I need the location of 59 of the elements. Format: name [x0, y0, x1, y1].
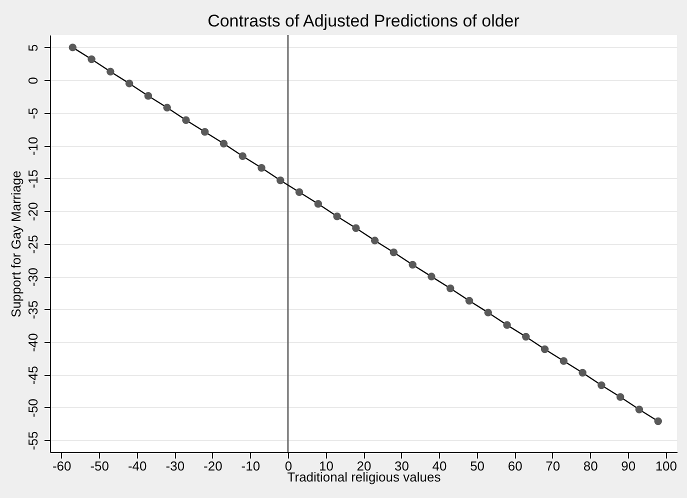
y-tick-label: -55 — [26, 431, 40, 450]
y-axis-title: Support for Gay Marriage — [8, 170, 24, 318]
point — [220, 140, 228, 148]
point — [484, 308, 492, 316]
y-tick-label: -45 — [26, 366, 40, 385]
point — [238, 152, 247, 160]
point — [68, 44, 77, 52]
x-tick-label: -40 — [128, 458, 147, 474]
x-tick-label: 60 — [508, 458, 522, 474]
point — [88, 55, 96, 64]
x-tick-label: -30 — [166, 458, 185, 474]
y-tick-label: 0 — [26, 77, 40, 84]
point — [295, 188, 304, 196]
point — [200, 128, 209, 136]
x-tick-label: 70 — [546, 458, 560, 474]
point — [390, 248, 398, 256]
y-tick-label: -20 — [26, 202, 40, 221]
y-tick-label: -35 — [26, 300, 40, 320]
y-tick-label: -15 — [26, 169, 40, 188]
point — [182, 116, 190, 124]
point — [428, 272, 436, 280]
point — [370, 236, 379, 244]
x-tick-label: 100 — [655, 458, 678, 474]
y-tick-label: -25 — [26, 234, 40, 254]
point — [560, 357, 568, 365]
point — [598, 381, 606, 390]
point — [163, 104, 171, 112]
point — [258, 164, 266, 172]
x-tick-label: 50 — [470, 458, 485, 474]
point — [503, 321, 511, 329]
x-tick-label: -10 — [241, 458, 260, 474]
x-tick-label: -20 — [204, 458, 222, 474]
x-tick-label: 90 — [621, 458, 636, 474]
point — [635, 406, 644, 414]
point — [125, 80, 134, 88]
point — [106, 68, 114, 76]
point — [144, 92, 152, 100]
y-tick-label: -5 — [26, 108, 40, 120]
x-tick-label: 80 — [583, 458, 598, 474]
point — [446, 284, 454, 292]
point — [522, 332, 530, 341]
point — [314, 200, 322, 208]
y-tick-label: 5 — [26, 44, 40, 52]
point — [352, 224, 360, 232]
point — [578, 368, 586, 377]
point — [540, 345, 549, 354]
chart-title: Contrasts of Adjusted Predictions of older — [208, 11, 520, 30]
point — [408, 260, 416, 269]
y-tick-label: -30 — [26, 268, 40, 286]
point — [276, 176, 284, 184]
x-tick-label: -50 — [90, 458, 109, 474]
point — [465, 296, 474, 305]
y-tick-label: -10 — [26, 136, 40, 156]
x-tick-label: -60 — [52, 458, 72, 474]
y-tick-label: -40 — [26, 333, 40, 352]
y-tick-label: -50 — [26, 398, 40, 418]
point — [616, 393, 624, 401]
point — [333, 212, 341, 220]
point — [654, 417, 662, 426]
